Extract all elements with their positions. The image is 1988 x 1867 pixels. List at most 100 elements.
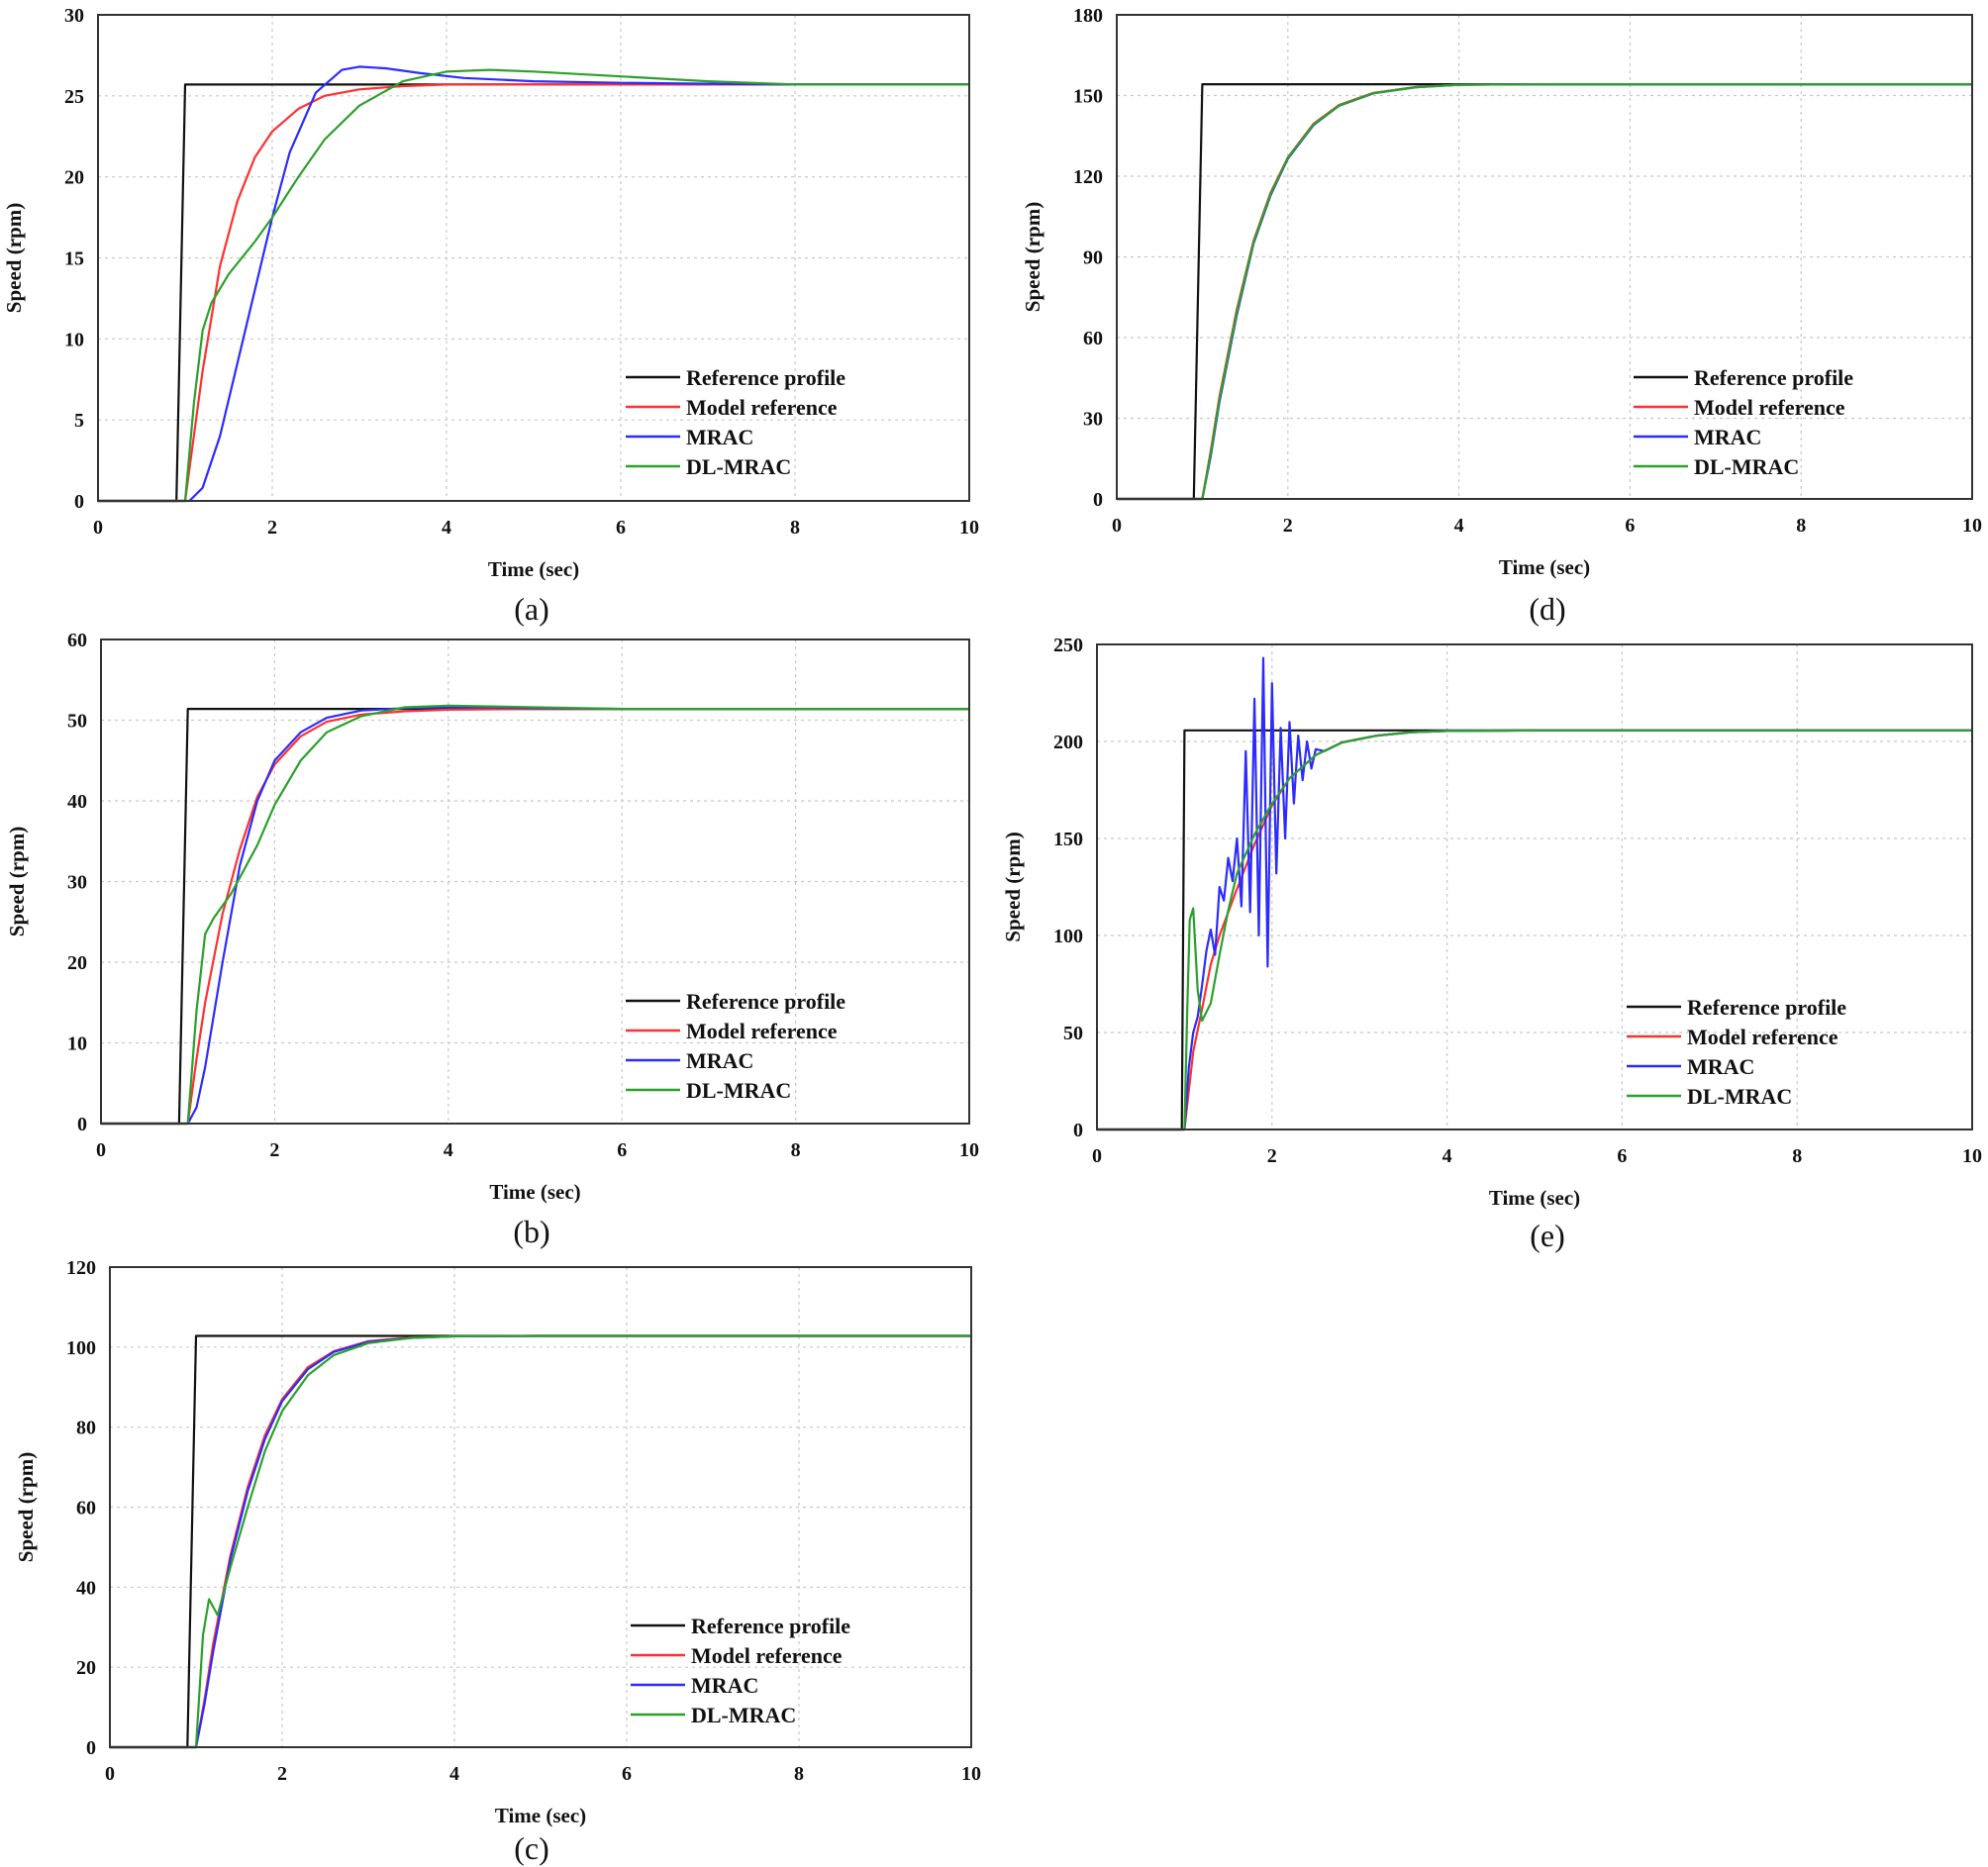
series-line-reference xyxy=(1117,82,1972,501)
legend-label-model: Model reference xyxy=(1687,1025,1839,1049)
x-tick-label: 4 xyxy=(442,517,451,539)
y-tick-label: 25 xyxy=(64,86,84,108)
series-line-mrac xyxy=(1117,82,1972,501)
panel-caption: (a) xyxy=(514,591,549,627)
y-tick-label: 20 xyxy=(64,167,84,189)
chart-panel-a: 0 2 4 6 8 10 0 5 10 15 20 25 30 Time (sec) Speed (rpm)… xyxy=(2,5,979,627)
y-tick-label: 0 xyxy=(1093,489,1103,511)
x-axis-title: Time (sec) xyxy=(1489,1186,1580,1210)
series-line-reference xyxy=(110,1334,971,1749)
series-line-dlmrac xyxy=(1097,729,1972,1131)
y-tick-label: 120 xyxy=(1073,166,1103,188)
y-tick-label: 100 xyxy=(66,1337,96,1359)
y-axis-title: Speed (rpm) xyxy=(5,827,29,936)
x-tick-label: 4 xyxy=(1454,515,1464,537)
y-tick-label: 60 xyxy=(67,630,87,651)
plot-frame xyxy=(1116,14,1973,500)
chart-panel-d: 0 2 4 6 8 10 0 30 60 90 120 150 180 Time (sec) Speed (… xyxy=(1021,5,1982,627)
legend-label-mrac: MRAC xyxy=(691,1673,758,1698)
legend-label-model: Model reference xyxy=(691,1643,843,1668)
legend-label-dlmrac: DL-MRAC xyxy=(1694,454,1799,479)
panel-caption: (e) xyxy=(1530,1218,1565,1253)
y-tick-label: 50 xyxy=(67,711,87,733)
y-tick-label: 60 xyxy=(1083,328,1103,349)
x-tick-label: 10 xyxy=(1962,515,1982,537)
x-tick-label: 2 xyxy=(269,1139,279,1161)
plot-frame xyxy=(1096,643,1973,1130)
legend: Reference profile Model reference MRAC DL-M… xyxy=(626,989,845,1103)
y-tick-label: 180 xyxy=(1073,5,1103,27)
series-line-model xyxy=(110,1334,971,1749)
x-axis-title: Time (sec) xyxy=(489,1180,580,1204)
plot-frame xyxy=(100,639,970,1125)
panel-caption: (d) xyxy=(1529,591,1565,627)
x-tick-label: 6 xyxy=(1617,1145,1627,1167)
series-line-dlmrac xyxy=(101,704,969,1126)
y-tick-label: 150 xyxy=(1053,829,1083,850)
y-tick-label: 30 xyxy=(67,872,87,894)
x-tick-label: 4 xyxy=(449,1763,459,1785)
legend-label-model: Model reference xyxy=(686,395,838,420)
y-tick-label: 30 xyxy=(1083,409,1103,431)
y-axis-title: Speed (rpm) xyxy=(1021,202,1044,312)
y-tick-label: 90 xyxy=(1083,247,1103,269)
y-tick-label: 80 xyxy=(76,1418,96,1439)
legend-label-dlmrac: DL-MRAC xyxy=(686,1078,791,1103)
panel-caption: (b) xyxy=(513,1214,549,1249)
x-tick-label: 0 xyxy=(96,1139,106,1161)
y-tick-label: 20 xyxy=(76,1657,96,1679)
y-tick-label: 60 xyxy=(76,1498,96,1520)
legend-label-mrac: MRAC xyxy=(1687,1054,1754,1079)
legend-label-reference: Reference profile xyxy=(691,1614,850,1638)
x-tick-label: 6 xyxy=(1625,515,1635,537)
x-tick-label: 10 xyxy=(959,1139,979,1161)
series-line-mrac xyxy=(101,706,969,1126)
legend-label-reference: Reference profile xyxy=(686,365,845,390)
x-tick-label: 6 xyxy=(622,1763,632,1785)
y-tick-label: 0 xyxy=(74,491,84,513)
series-line-mrac xyxy=(98,65,969,503)
x-tick-label: 10 xyxy=(1962,1145,1982,1167)
x-tick-label: 2 xyxy=(1267,1145,1277,1167)
series-line-reference xyxy=(98,83,969,503)
legend-label-dlmrac: DL-MRAC xyxy=(691,1703,796,1727)
x-tick-label: 8 xyxy=(791,1139,801,1161)
legend-label-reference: Reference profile xyxy=(1687,995,1846,1020)
y-tick-label: 20 xyxy=(67,952,87,974)
x-tick-label: 6 xyxy=(616,517,626,539)
y-tick-label: 250 xyxy=(1053,635,1083,656)
series-line-model xyxy=(1097,729,1972,1131)
series-line-mrac xyxy=(110,1334,971,1749)
y-tick-label: 100 xyxy=(1053,926,1083,947)
x-tick-label: 0 xyxy=(93,517,103,539)
legend: Reference profile Model reference MRAC DL-M… xyxy=(1634,365,1853,479)
series-line-dlmrac xyxy=(110,1334,971,1749)
x-axis-title: Time (sec) xyxy=(1499,555,1590,579)
y-tick-label: 40 xyxy=(76,1577,96,1599)
y-tick-label: 40 xyxy=(67,791,87,813)
y-axis-title: Speed (rpm) xyxy=(2,203,26,313)
series-line-mrac xyxy=(1097,656,1972,1131)
y-tick-label: 10 xyxy=(67,1033,87,1055)
x-tick-label: 2 xyxy=(1283,515,1293,537)
legend-label-mrac: MRAC xyxy=(686,1048,753,1073)
legend: Reference profile Model reference MRAC DL-M… xyxy=(1627,995,1846,1109)
y-tick-label: 30 xyxy=(64,5,84,27)
y-tick-label: 120 xyxy=(66,1257,96,1279)
series-line-dlmrac xyxy=(1117,82,1972,501)
panel-caption: (c) xyxy=(514,1830,549,1866)
legend: Reference profile Model reference MRAC DL-M… xyxy=(631,1614,850,1727)
x-tick-label: 0 xyxy=(1112,515,1122,537)
y-tick-label: 150 xyxy=(1073,86,1103,108)
plot-frame xyxy=(109,1266,972,1748)
x-tick-label: 8 xyxy=(1796,515,1806,537)
y-tick-label: 15 xyxy=(64,248,84,270)
y-tick-label: 50 xyxy=(1063,1023,1083,1044)
chart-panel-b: 0 2 4 6 8 10 0 10 20 30 40 50 60 Time (sec) Speed (rpm… xyxy=(5,630,979,1249)
x-axis-title: Time (sec) xyxy=(488,557,579,581)
y-tick-label: 0 xyxy=(86,1737,96,1759)
series-line-model xyxy=(98,83,969,503)
